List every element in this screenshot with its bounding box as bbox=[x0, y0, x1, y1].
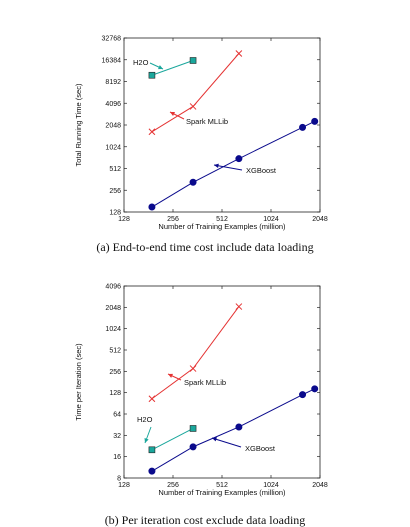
x-axis-label: Number of Training Examples (million) bbox=[158, 488, 286, 497]
figure-caption: (b) Per iteration cost exclude data load… bbox=[105, 513, 306, 527]
figure-caption: (a) End-to-end time cost include data lo… bbox=[96, 240, 313, 254]
data-point-spark-mllib bbox=[189, 365, 197, 372]
x-tick-label: 512 bbox=[216, 482, 228, 489]
data-point-xgboost bbox=[189, 178, 197, 186]
data-point-spark-mllib bbox=[235, 303, 243, 310]
series-line-xgboost bbox=[151, 120, 315, 208]
x-tick-label: 1024 bbox=[263, 216, 279, 223]
series-line-h2o bbox=[151, 60, 194, 76]
data-point-spark-mllib bbox=[148, 128, 156, 136]
x-marker-stroke bbox=[235, 303, 243, 310]
y-tick-label: 16 bbox=[113, 454, 121, 461]
x-tick-label: 128 bbox=[118, 216, 130, 223]
series-annotation-spark-mllib: Spark MLLib bbox=[186, 117, 228, 126]
data-point-xgboost bbox=[311, 385, 319, 393]
data-point-xgboost bbox=[299, 391, 307, 399]
y-axis-label: Time per Iteration (sec) bbox=[74, 343, 83, 421]
y-tick-label: 4096 bbox=[105, 284, 121, 291]
x-tick-label: 2048 bbox=[312, 216, 328, 223]
annotation-arrow-head bbox=[144, 438, 149, 443]
series-line-h2o bbox=[151, 428, 194, 451]
data-point-xgboost bbox=[148, 203, 156, 211]
data-point-xgboost bbox=[148, 467, 156, 475]
x-tick-label: 512 bbox=[216, 216, 228, 223]
series-annotation-xgboost: XGBoost bbox=[246, 166, 277, 175]
x-axis-label: Number of Training Examples (million) bbox=[158, 222, 286, 231]
x-marker-stroke bbox=[235, 50, 243, 57]
series-annotation-h2o: H2O bbox=[133, 58, 149, 67]
x-tick-label: 256 bbox=[167, 216, 179, 223]
data-point-h2o bbox=[189, 57, 197, 64]
annotation-arrow-head bbox=[157, 65, 163, 70]
y-tick-label: 128 bbox=[109, 390, 121, 397]
y-tick-label: 256 bbox=[109, 188, 121, 195]
data-point-h2o bbox=[148, 71, 156, 79]
x-marker-stroke bbox=[148, 395, 156, 403]
y-tick-label: 1024 bbox=[105, 144, 121, 151]
data-point-xgboost bbox=[189, 443, 197, 451]
y-tick-label: 128 bbox=[109, 210, 121, 217]
y-tick-label: 2048 bbox=[105, 123, 121, 130]
data-point-xgboost bbox=[235, 155, 243, 163]
x-tick-label: 1024 bbox=[263, 482, 279, 489]
data-point-spark-mllib bbox=[148, 395, 156, 403]
x-tick-label: 256 bbox=[167, 482, 179, 489]
y-tick-label: 16384 bbox=[102, 57, 122, 64]
y-tick-label: 2048 bbox=[105, 305, 121, 312]
y-tick-label: 64 bbox=[113, 412, 121, 419]
annotation-arrow-head bbox=[212, 437, 217, 442]
annotation-arrow-head bbox=[170, 112, 176, 116]
annotation-arrow-head bbox=[214, 163, 219, 168]
x-tick-label: 128 bbox=[118, 482, 130, 489]
series-line-xgboost bbox=[151, 388, 315, 472]
data-point-spark-mllib bbox=[235, 50, 243, 57]
data-point-xgboost bbox=[235, 423, 243, 431]
y-tick-label: 8 bbox=[117, 476, 121, 483]
annotation-arrow-head bbox=[168, 373, 174, 378]
y-tick-label: 32 bbox=[113, 433, 121, 440]
data-point-xgboost bbox=[311, 117, 319, 125]
x-marker-stroke bbox=[189, 103, 197, 110]
y-tick-label: 1024 bbox=[105, 326, 121, 333]
y-tick-label: 512 bbox=[109, 166, 121, 173]
y-tick-label: 8192 bbox=[105, 79, 121, 86]
y-tick-label: 32768 bbox=[102, 36, 122, 43]
y-tick-label: 512 bbox=[109, 348, 121, 355]
x-marker-stroke bbox=[148, 128, 156, 136]
y-tick-label: 4096 bbox=[105, 101, 121, 108]
data-point-h2o bbox=[148, 446, 156, 454]
series-annotation-spark-mllib: Spark MLLib bbox=[184, 378, 226, 387]
data-point-spark-mllib bbox=[189, 103, 197, 110]
x-marker-stroke bbox=[189, 365, 197, 372]
annotation-arrow-line bbox=[213, 164, 243, 171]
y-tick-label: 256 bbox=[109, 369, 121, 376]
x-tick-label: 2048 bbox=[312, 482, 328, 489]
series-annotation-h2o: H2O bbox=[137, 415, 153, 424]
y-axis-label: Total Running Time (sec) bbox=[74, 83, 83, 166]
data-point-h2o bbox=[189, 425, 197, 432]
series-annotation-xgboost: XGBoost bbox=[245, 444, 276, 453]
annotation-arrow-line bbox=[211, 437, 242, 448]
data-point-xgboost bbox=[299, 123, 307, 131]
